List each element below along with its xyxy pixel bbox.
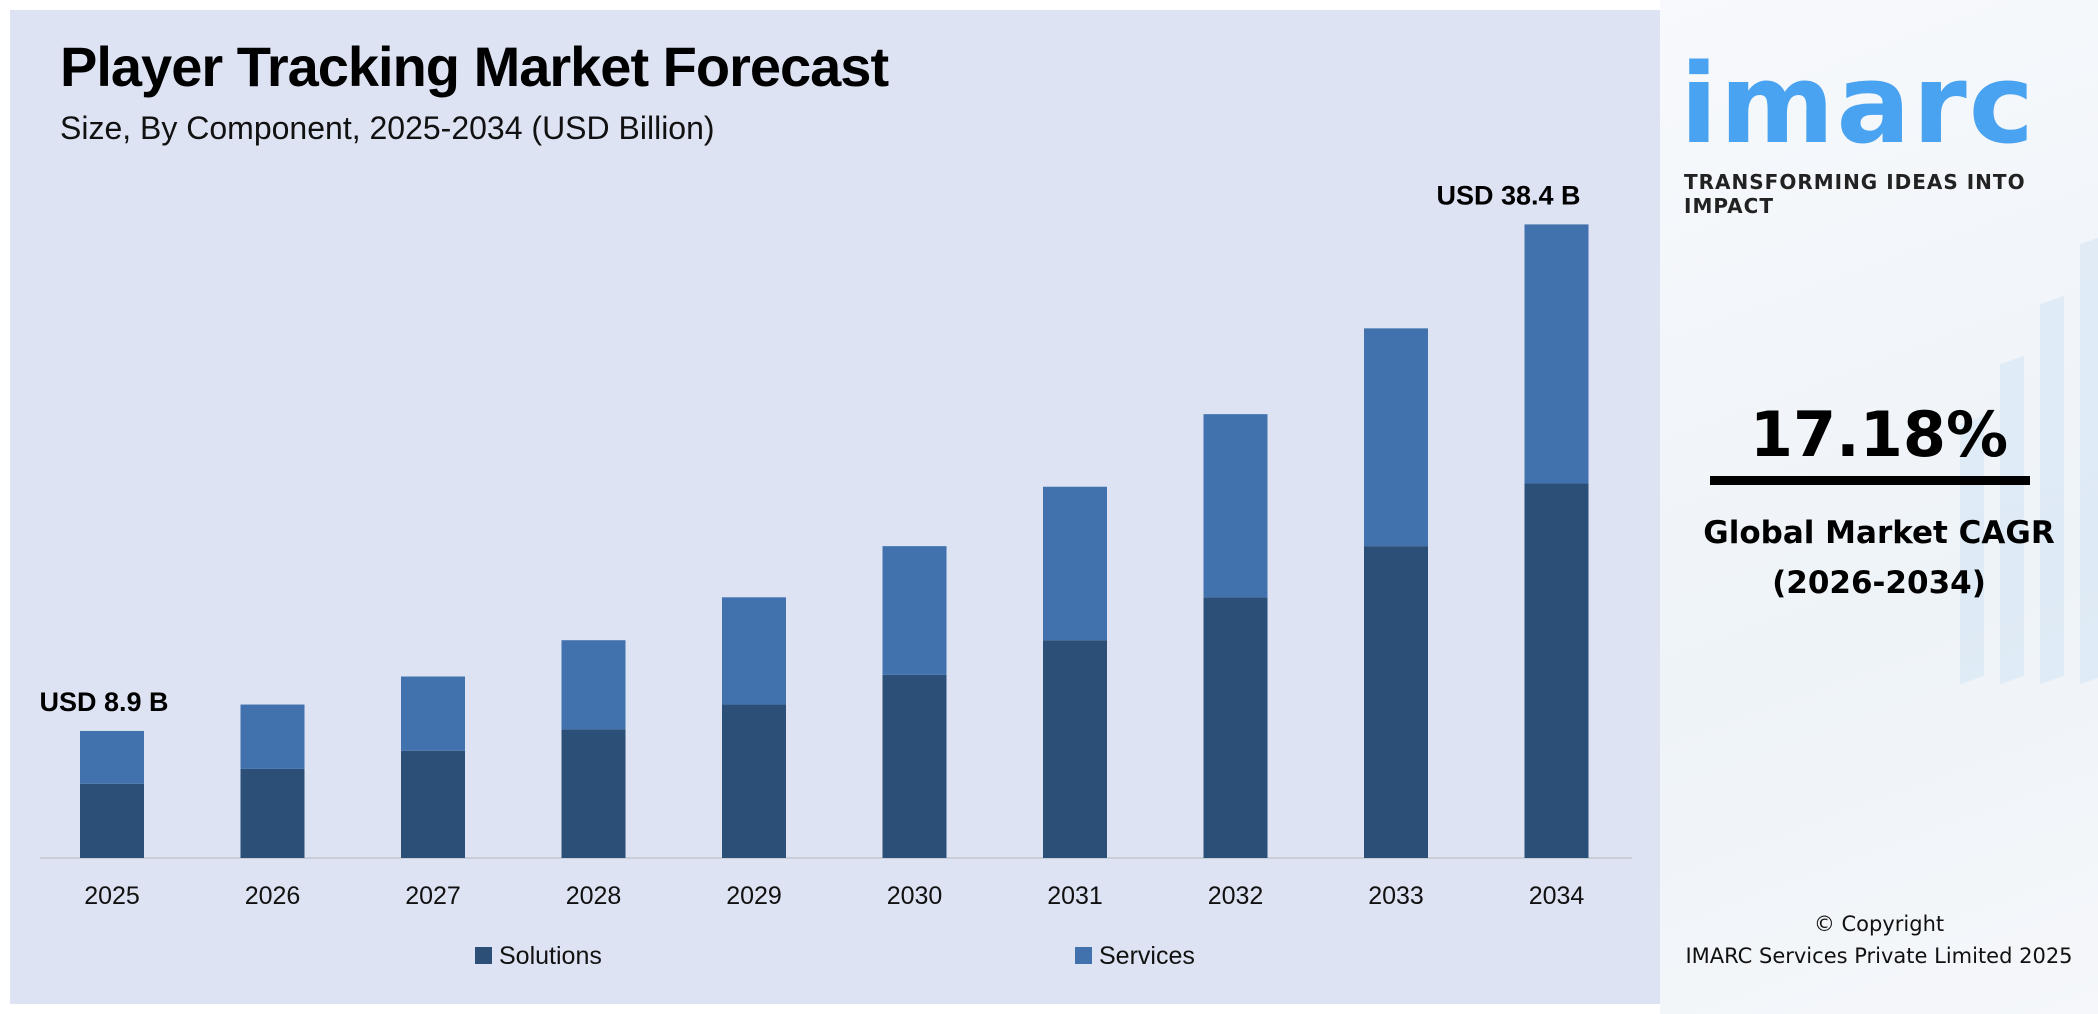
bar-solutions-2029 bbox=[722, 704, 786, 858]
bar-chart: 2025 USD 8.9 B 2026 2027 2028 2029 2030 2031 203… bbox=[39, 180, 1632, 970]
bar-services-2025 bbox=[80, 730, 144, 784]
bar-services-2027 bbox=[401, 676, 465, 751]
bar-solutions-2026 bbox=[240, 768, 305, 858]
bar-services-2033 bbox=[1364, 328, 1428, 547]
bar-solutions-2031 bbox=[1043, 640, 1107, 858]
info-sidebar: imarc TRANSFORMING IDEAS INTO IMPACT 17.… bbox=[1660, 0, 2098, 1014]
bar-services-2030 bbox=[882, 546, 947, 675]
bar-solutions-2030 bbox=[882, 674, 947, 858]
x-tick-label: 2032 bbox=[1208, 882, 1264, 910]
bar-solutions-2032 bbox=[1203, 597, 1268, 858]
bar-services-2032 bbox=[1203, 414, 1268, 598]
data-label-2034: USD 38.4 B bbox=[1436, 180, 1580, 210]
bar-services-2028 bbox=[561, 640, 626, 730]
bar-solutions-2025 bbox=[80, 783, 144, 858]
cagr-period: (2026-2034) bbox=[1772, 565, 1986, 601]
x-tick-label: 2034 bbox=[1529, 882, 1585, 910]
legend-label-solutions: Solutions bbox=[499, 942, 602, 970]
x-tick-label: 2026 bbox=[245, 882, 301, 910]
copyright-line-2: IMARC Services Private Limited 2025 bbox=[1685, 944, 2073, 968]
bar-solutions-2033 bbox=[1364, 546, 1428, 858]
x-tick-label: 2027 bbox=[405, 882, 461, 910]
chart-subtitle: Size, By Component, 2025-2034 (USD Billi… bbox=[60, 110, 715, 146]
x-tick-label: 2028 bbox=[566, 882, 622, 910]
bar-solutions-2027 bbox=[401, 750, 465, 858]
cagr-label: Global Market CAGR (2026-2034) bbox=[1660, 508, 2098, 608]
bar-solutions-2034 bbox=[1524, 483, 1589, 858]
legend-swatch-services bbox=[1075, 947, 1092, 964]
logo-tagline: TRANSFORMING IDEAS INTO IMPACT bbox=[1684, 170, 2026, 218]
legend-swatch-solutions bbox=[475, 947, 492, 964]
bar-services-2029 bbox=[722, 597, 786, 705]
bar-services-2034 bbox=[1524, 224, 1589, 484]
x-tick-label: 2029 bbox=[726, 882, 782, 910]
x-tick-label: 2033 bbox=[1368, 882, 1424, 910]
bar-solutions-2028 bbox=[561, 729, 626, 858]
imarc-logo: imarc bbox=[1680, 40, 2037, 168]
legend-label-services: Services bbox=[1099, 942, 1195, 970]
chart-title: Player Tracking Market Forecast bbox=[60, 35, 889, 98]
x-tick-label: 2025 bbox=[84, 882, 140, 910]
bar-services-2026 bbox=[240, 704, 305, 769]
cagr-value: 17.18% bbox=[1749, 398, 2009, 471]
bar-services-2031 bbox=[1043, 486, 1107, 641]
x-tick-label: 2030 bbox=[887, 882, 943, 910]
cagr-divider bbox=[1710, 476, 2030, 485]
copyright: © Copyright IMARC Services Private Limit… bbox=[1660, 908, 2098, 972]
cagr-label-text: Global Market CAGR bbox=[1703, 515, 2055, 551]
x-tick-label: 2031 bbox=[1047, 882, 1103, 910]
copyright-line-1: © Copyright bbox=[1813, 912, 1945, 936]
data-label-2025: USD 8.9 B bbox=[39, 687, 168, 717]
